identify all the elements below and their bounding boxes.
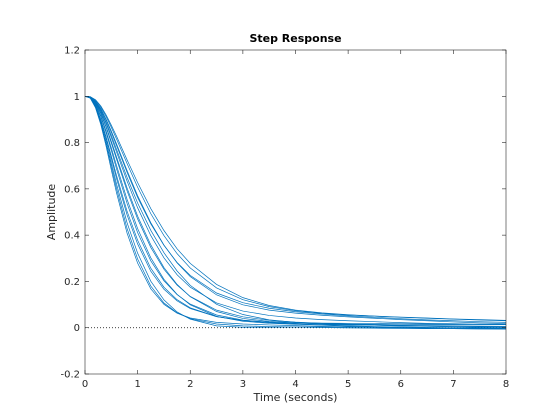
y-tick-label: 0.2 — [64, 277, 80, 288]
x-tick-label: 0 — [82, 379, 88, 390]
response-line-13 — [84, 95, 507, 321]
x-tick-label: 3 — [240, 379, 246, 390]
response-line-7 — [84, 95, 507, 324]
response-line-8 — [84, 95, 507, 330]
axes-layer: 0 1 2 3 4 5 6 7 8-0.200.20.40.60.811.2 — [60, 46, 509, 391]
x-tick-label: 5 — [345, 379, 351, 390]
y-tick-label: -0.2 — [60, 370, 80, 381]
x-tick-label: 2 — [187, 379, 193, 390]
y-axis-label: Amplitude — [45, 184, 58, 241]
response-line-12 — [84, 95, 506, 329]
x-tick-label: 4 — [292, 379, 298, 390]
x-tick-label: 6 — [398, 379, 404, 390]
x-tick-label: 8 — [503, 379, 509, 390]
response-line-11 — [84, 95, 507, 323]
response-line-14 — [84, 95, 507, 328]
y-tick-label: 0.8 — [64, 138, 80, 149]
series-layer — [84, 95, 507, 330]
y-tick-label: 0.4 — [64, 231, 80, 242]
x-tick-label: 7 — [450, 379, 456, 390]
chart-title: Step Response — [249, 32, 341, 45]
y-tick-label: 1 — [74, 92, 80, 103]
x-axis-label: Time (seconds) — [253, 391, 338, 404]
y-tick-label: 0.6 — [64, 184, 80, 195]
response-line-9 — [84, 95, 507, 326]
response-line-15 — [84, 95, 506, 330]
response-line-1 — [84, 95, 506, 325]
y-tick-label: 0 — [74, 323, 80, 334]
x-tick-label: 1 — [134, 379, 140, 390]
y-tick-label: 1.2 — [64, 46, 80, 57]
